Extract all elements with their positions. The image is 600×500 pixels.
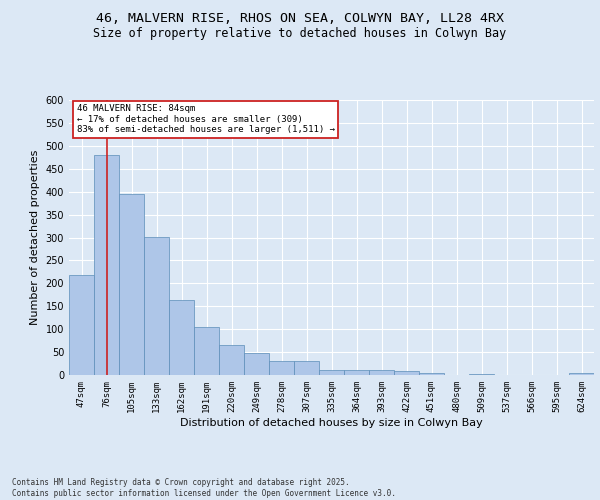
Bar bbox=[294, 361, 319, 375]
Bar bbox=[94, 155, 119, 375]
Bar bbox=[244, 354, 269, 375]
Bar bbox=[169, 300, 194, 375]
Text: 46 MALVERN RISE: 84sqm
← 17% of detached houses are smaller (309)
83% of semi-de: 46 MALVERN RISE: 84sqm ← 17% of detached… bbox=[77, 104, 335, 134]
Bar bbox=[69, 274, 94, 375]
Y-axis label: Number of detached properties: Number of detached properties bbox=[30, 150, 40, 325]
Text: 46, MALVERN RISE, RHOS ON SEA, COLWYN BAY, LL28 4RX: 46, MALVERN RISE, RHOS ON SEA, COLWYN BA… bbox=[96, 12, 504, 26]
Bar bbox=[269, 361, 294, 375]
Bar bbox=[369, 370, 394, 375]
Bar bbox=[569, 372, 594, 375]
Bar bbox=[344, 370, 369, 375]
Bar bbox=[394, 372, 419, 375]
Bar bbox=[194, 327, 219, 375]
Bar bbox=[419, 372, 444, 375]
Text: Size of property relative to detached houses in Colwyn Bay: Size of property relative to detached ho… bbox=[94, 28, 506, 40]
Bar bbox=[119, 194, 144, 375]
Text: Contains HM Land Registry data © Crown copyright and database right 2025.
Contai: Contains HM Land Registry data © Crown c… bbox=[12, 478, 396, 498]
X-axis label: Distribution of detached houses by size in Colwyn Bay: Distribution of detached houses by size … bbox=[180, 418, 483, 428]
Bar bbox=[144, 236, 169, 375]
Bar bbox=[319, 370, 344, 375]
Bar bbox=[469, 374, 494, 375]
Bar bbox=[219, 345, 244, 375]
